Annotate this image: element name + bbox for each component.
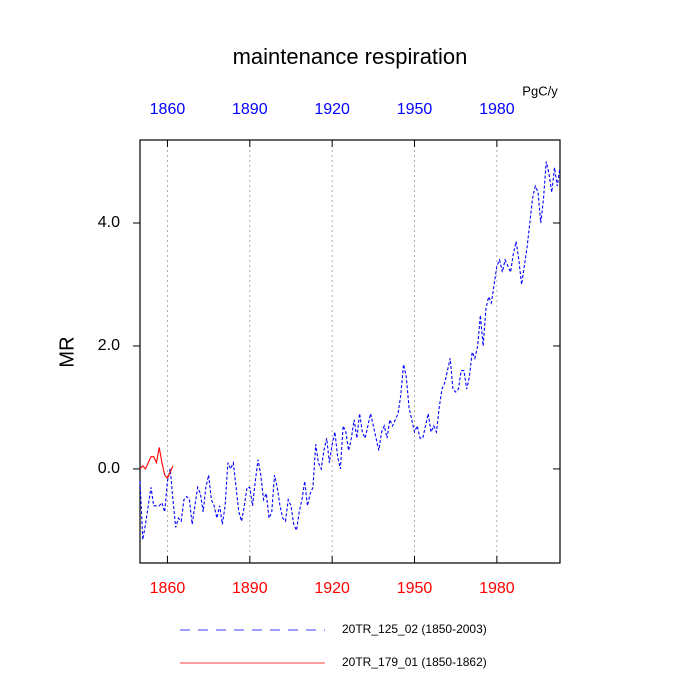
legend-label: 20TR_179_01 (1850-1862) [342,655,487,669]
units-label: PgC/y [522,83,558,98]
x-tick-label: 1890 [232,580,268,597]
series-line [139,161,561,540]
x-tick-label: 1950 [397,580,433,597]
series-line [139,447,174,480]
x-tick-label: 1920 [314,580,350,597]
x-tick-label: 1860 [150,580,186,597]
y-axis-label: MR [56,336,78,367]
x-tick-label-top: 1980 [479,101,515,118]
y-tick-label: 4.0 [98,214,120,231]
x-tick-label-top: 1950 [397,101,433,118]
x-tick-label-top: 1920 [314,101,350,118]
legend-label: 20TR_125_02 (1850-2003) [342,622,487,636]
x-tick-label-top: 1860 [150,101,186,118]
chart-title: maintenance respiration [233,44,468,69]
y-tick-label: 2.0 [98,337,120,354]
x-tick-label-top: 1890 [232,101,268,118]
x-tick-label: 1980 [479,580,515,597]
plot-frame [139,139,561,564]
y-tick-label: 0.0 [98,460,120,477]
